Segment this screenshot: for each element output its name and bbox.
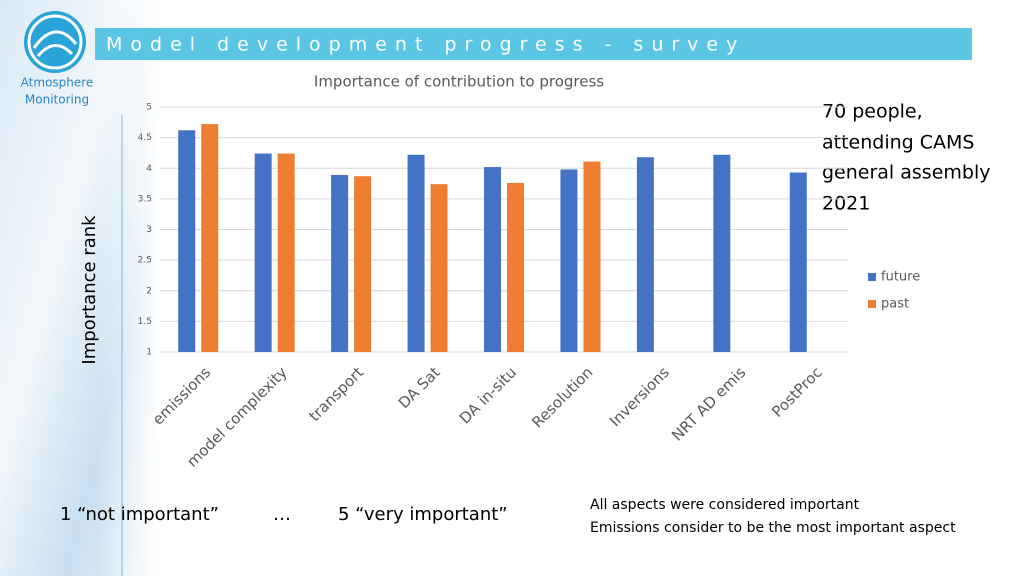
annotation: attending CAMS <box>822 132 974 154</box>
bar <box>178 130 196 352</box>
note: Emissions consider to be the most import… <box>590 520 956 536</box>
legend-swatch <box>868 273 876 281</box>
bar <box>484 167 501 352</box>
scale-low: 1 “not important” <box>60 504 219 525</box>
y-tick-label: 1 <box>146 348 152 358</box>
y-tick-label: 2 <box>146 286 152 296</box>
title-bar <box>95 28 972 60</box>
sky-fade <box>100 0 160 576</box>
logo-text: Atmosphere <box>21 76 94 90</box>
bar <box>789 172 807 352</box>
y-tick-label: 5 <box>146 103 152 113</box>
legend-label: past <box>881 297 909 312</box>
x-tick-label: DA Sat <box>395 363 444 412</box>
x-tick-label: Resolution <box>528 363 596 431</box>
bar <box>713 154 731 352</box>
y-tick-label: 4.5 <box>138 133 152 143</box>
x-tick-label: DA in-situ <box>456 363 520 427</box>
slide-title: Model development progress - survey <box>106 34 745 56</box>
annotation: 70 people, <box>822 101 923 123</box>
bar <box>430 184 448 352</box>
x-tick-label: PostProc <box>768 363 826 421</box>
bar <box>201 124 219 353</box>
bar <box>507 182 524 352</box>
bar <box>560 169 578 352</box>
logo-text: Monitoring <box>25 93 89 107</box>
x-tick-label: Inversions <box>606 363 673 430</box>
x-tick-label: NRT AD emis <box>668 363 749 444</box>
y-tick-label: 4 <box>146 164 152 174</box>
annotation: 2021 <box>822 193 870 215</box>
bar <box>277 153 295 352</box>
bar <box>254 153 272 352</box>
ellipsis: … <box>273 504 291 525</box>
y-tick-label: 3.5 <box>138 194 152 204</box>
bar <box>407 154 425 352</box>
bar <box>636 157 654 352</box>
x-tick-label: transport <box>305 363 367 425</box>
chart-title: Importance of contribution to progress <box>314 73 604 91</box>
logo <box>24 11 86 73</box>
y-tick-label: 2.5 <box>138 256 152 266</box>
scale-high: 5 “very important” <box>338 504 508 525</box>
bar <box>583 161 601 352</box>
legend-label: future <box>881 270 920 285</box>
y-tick-label: 3 <box>146 225 152 235</box>
bar <box>331 174 349 352</box>
y-axis-label: Importance rank <box>79 215 100 365</box>
legend-swatch <box>868 300 876 308</box>
bar <box>354 176 372 352</box>
y-tick-label: 1.5 <box>138 317 152 327</box>
annotation: general assembly <box>822 162 990 184</box>
note: All aspects were considered important <box>590 497 860 513</box>
